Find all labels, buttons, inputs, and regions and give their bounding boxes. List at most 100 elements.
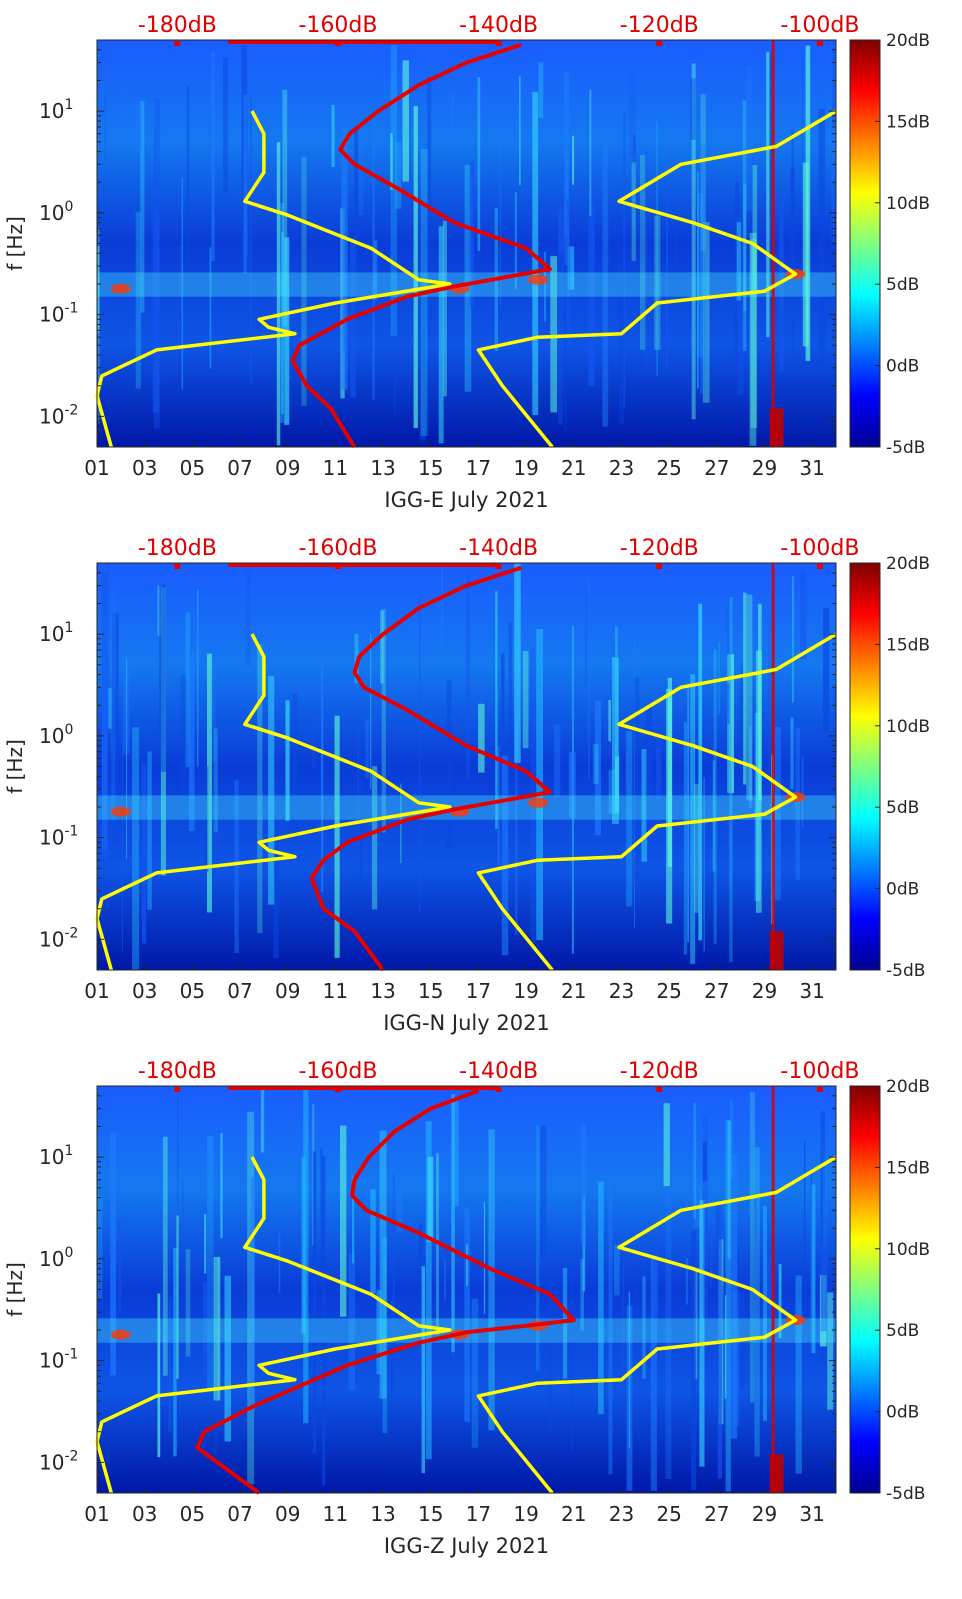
spectrogram-streak xyxy=(687,683,690,943)
spectrogram-streak xyxy=(452,1279,454,1358)
spectrogram-streak xyxy=(213,728,218,833)
spectrogram-streak xyxy=(341,127,348,390)
x-tick-label: 07 xyxy=(227,456,252,480)
spectrogram-streak xyxy=(628,1291,631,1449)
x-axis-label: IGG-Z July 2021 xyxy=(384,1534,549,1558)
spectrogram-streak xyxy=(213,1256,221,1401)
spectrogram-streak xyxy=(616,212,620,311)
x-tick-label: 31 xyxy=(799,1502,824,1526)
x-tick-label: 23 xyxy=(609,979,634,1003)
spectrogram-streak xyxy=(725,1195,728,1264)
spectrogram-streak xyxy=(566,199,571,351)
x-tick-label: 07 xyxy=(227,1502,252,1526)
spectrogram-streak xyxy=(608,700,612,742)
spectrogram-streak xyxy=(653,1236,659,1324)
spectrogram-streak xyxy=(801,56,803,160)
top-db-label: -160dB xyxy=(298,13,377,38)
spectrogram-streak xyxy=(352,1176,355,1264)
spectrogram-streak xyxy=(157,1293,161,1458)
spectrogram-streak xyxy=(246,201,250,302)
spectrogram-streak xyxy=(394,243,396,414)
y-tick-exponent: 0 xyxy=(64,199,73,215)
spectrogram-streak xyxy=(515,719,518,935)
spectrogram-streak xyxy=(268,676,275,905)
spectrogram-streak xyxy=(640,155,646,350)
spectrogram-streak xyxy=(220,1133,223,1239)
spectrogram-streak xyxy=(419,592,421,914)
spectrogram-streak xyxy=(585,585,588,685)
spectrogram-streak xyxy=(438,226,444,444)
spectrogram-streak xyxy=(203,766,209,873)
spectrogram-streak xyxy=(176,1215,179,1379)
spectrogram-streak xyxy=(402,60,409,182)
x-tick-label: 03 xyxy=(132,979,157,1003)
y-tick-label: 100 xyxy=(39,199,73,225)
x-tick-label: 13 xyxy=(370,1502,395,1526)
spectrogram-streak xyxy=(766,51,770,338)
spectrogram-streak xyxy=(285,700,290,821)
y-tick-base: 10 xyxy=(39,622,64,646)
spectrogram-streak xyxy=(110,1132,117,1376)
colorbar-tick-label: 0dB xyxy=(886,880,919,900)
yellow-noise-curve xyxy=(476,632,837,972)
spectrogram-streak xyxy=(702,222,710,403)
spectrogram-streak xyxy=(211,674,216,762)
top-db-label: -100dB xyxy=(780,13,859,38)
x-tick-label: 15 xyxy=(418,456,443,480)
spectrogram-streak xyxy=(519,76,521,186)
y-tick-label: 10-1 xyxy=(39,824,78,850)
colorbar-tick-label: 5dB xyxy=(886,1321,919,1341)
spectrogram-streak xyxy=(168,1296,172,1433)
spectrogram-streak xyxy=(173,1247,177,1457)
spectrogram-streak xyxy=(499,126,502,306)
top-db-label: -100dB xyxy=(780,536,859,561)
spectrogram-streak xyxy=(797,196,799,274)
spectrogram-streak xyxy=(754,1147,760,1457)
spectrogram-streak xyxy=(97,246,100,333)
spectrogram-streak xyxy=(135,212,141,389)
colorbar-tick-label: 20dB xyxy=(886,31,930,51)
event-line xyxy=(771,563,775,970)
y-tick-exponent: 1 xyxy=(64,1143,73,1159)
colorbar-tick-label: -5dB xyxy=(886,961,925,981)
spectrogram-streak xyxy=(795,727,800,880)
spectrogram-streak xyxy=(189,652,195,831)
spectrogram-streak xyxy=(634,1265,640,1360)
spectrogram-streak xyxy=(122,657,130,755)
top-db-label: -160dB xyxy=(298,536,377,561)
x-tick-label: 21 xyxy=(561,456,586,480)
spectrogram-streak xyxy=(800,571,807,660)
spectrogram-streak xyxy=(376,1290,382,1375)
spectrogram-streak xyxy=(112,613,119,800)
spectrogram-streak xyxy=(140,101,145,313)
spectrogram-streak xyxy=(615,756,620,814)
spectrogram-streak xyxy=(380,610,384,684)
spectrogram-streak xyxy=(608,1187,613,1475)
top-tick-mark xyxy=(816,1087,823,1092)
red-spectral-curve xyxy=(290,42,552,449)
spectrogram-streak xyxy=(250,93,252,384)
x-tick-label: 17 xyxy=(466,979,491,1003)
spectrogram-hotspot xyxy=(110,806,131,817)
spectrogram-streak xyxy=(303,1088,309,1424)
spectrogram-streak xyxy=(514,192,517,290)
y-tick-exponent: -2 xyxy=(64,402,78,418)
spectrogram-streak xyxy=(348,1254,356,1391)
spectrogram-streak xyxy=(390,44,397,336)
y-tick-base: 10 xyxy=(39,826,64,850)
spectrogram-streak xyxy=(827,1292,834,1410)
yellow-noise-curve xyxy=(476,109,837,449)
spectrogram-streak xyxy=(831,56,835,242)
spectrogram-streak xyxy=(631,162,636,261)
spectrogram-streak xyxy=(207,1136,214,1390)
spectrogram-streak xyxy=(755,650,762,913)
y-tick-exponent: 0 xyxy=(64,1245,73,1261)
top-db-label: -120dB xyxy=(620,1059,699,1084)
spectrogram-streak xyxy=(686,1258,688,1305)
x-tick-label: 27 xyxy=(704,456,729,480)
x-axis-label: IGG-N July 2021 xyxy=(383,1011,550,1035)
